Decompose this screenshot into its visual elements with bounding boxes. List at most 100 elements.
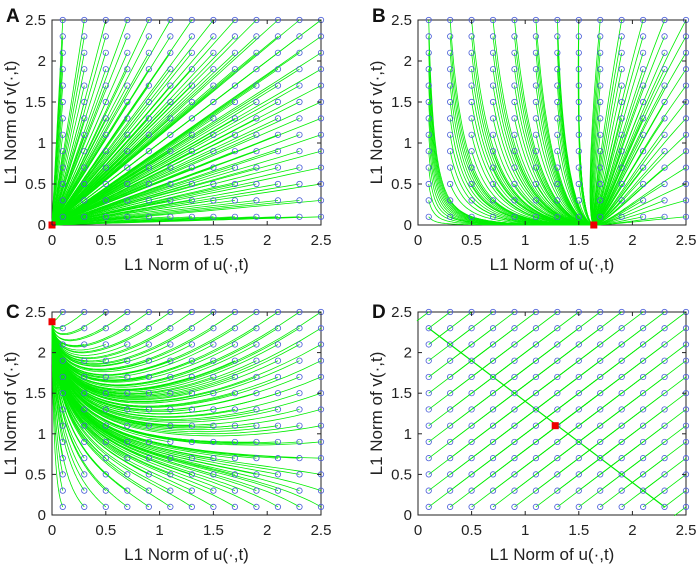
- trajectory-line: [427, 311, 451, 330]
- x-axis-label: L1 Norm of u(·,t): [124, 545, 249, 564]
- initial-condition-marker: [640, 325, 647, 332]
- initial-condition-marker: [618, 164, 625, 171]
- initial-condition-marker: [532, 148, 540, 155]
- initial-condition-marker: [468, 66, 475, 73]
- initial-condition-marker: [317, 82, 325, 89]
- initial-condition-marker: [511, 197, 518, 204]
- initial-condition-marker: [296, 98, 303, 106]
- trajectory-line: [51, 321, 171, 367]
- initial-condition-marker: [274, 308, 282, 316]
- trajectory-line: [652, 474, 687, 500]
- initial-condition-marker: [511, 66, 518, 73]
- initial-condition-marker: [253, 325, 260, 332]
- initial-condition-marker: [274, 16, 282, 24]
- initial-condition-marker: [661, 390, 668, 397]
- initial-condition-marker: [425, 406, 432, 413]
- initial-condition-marker: [124, 438, 131, 446]
- y-tick-label: 2.5: [391, 304, 412, 321]
- initial-condition-marker: [511, 82, 518, 89]
- initial-condition-marker: [210, 406, 217, 413]
- initial-condition-marker: [640, 16, 647, 24]
- initial-condition-marker: [188, 308, 195, 316]
- y-tick-label: 0.5: [391, 176, 412, 193]
- trajectory-line: [51, 311, 85, 328]
- initial-condition-marker: [618, 115, 625, 122]
- initial-condition-marker: [468, 197, 475, 204]
- initial-condition-marker: [210, 180, 217, 188]
- initial-condition-marker: [554, 115, 561, 122]
- initial-condition-marker: [447, 438, 454, 446]
- initial-condition-marker: [661, 164, 668, 171]
- initial-condition-marker: [124, 49, 131, 56]
- initial-condition-marker: [640, 373, 647, 381]
- trajectories: [416, 311, 687, 517]
- initial-condition-marker: [102, 148, 109, 155]
- initial-condition-marker: [554, 487, 561, 494]
- initial-condition-marker: [81, 487, 88, 494]
- y-tick-label: 0: [404, 507, 412, 524]
- initial-condition-marker: [511, 213, 518, 220]
- initial-condition-marker: [274, 406, 282, 413]
- initial-condition-marker: [102, 115, 109, 122]
- initial-condition-marker: [597, 197, 604, 204]
- initial-condition-marker: [447, 341, 454, 348]
- initial-condition-marker: [124, 487, 131, 494]
- initial-condition-marker: [210, 49, 217, 56]
- initial-condition-marker: [489, 406, 497, 413]
- initial-condition-marker: [210, 373, 217, 381]
- y-axis-label: L1 Norm of v(·,t): [367, 61, 386, 185]
- initial-condition-marker: [575, 148, 582, 155]
- initial-condition-marker: [447, 66, 454, 73]
- initial-condition-marker: [511, 131, 518, 138]
- initial-condition-marker: [447, 503, 454, 510]
- initial-condition-marker: [167, 308, 174, 316]
- trajectory-line: [577, 360, 687, 444]
- trajectory-line: [449, 353, 461, 362]
- initial-condition-marker: [575, 33, 582, 40]
- initial-condition-marker: [231, 390, 239, 397]
- x-tick-label: 2: [263, 522, 271, 539]
- initial-condition-marker: [511, 164, 518, 171]
- initial-condition-marker: [618, 438, 625, 446]
- initial-condition-marker: [188, 213, 195, 220]
- initial-condition-marker: [102, 390, 109, 397]
- initial-condition-marker: [618, 213, 625, 220]
- initial-condition-marker: [167, 82, 174, 89]
- initial-condition-marker: [145, 16, 152, 24]
- initial-condition-marker: [59, 438, 66, 446]
- initial-condition-marker: [532, 115, 540, 122]
- trajectory-line: [416, 311, 429, 322]
- initial-condition-marker: [640, 180, 647, 188]
- initial-condition-marker: [468, 131, 475, 138]
- initial-condition-marker: [532, 406, 540, 413]
- initial-condition-marker: [425, 503, 432, 510]
- initial-condition-marker: [554, 503, 561, 510]
- initial-condition-marker: [489, 213, 497, 220]
- trajectory-line: [471, 377, 493, 394]
- initial-condition-marker: [447, 16, 454, 24]
- initial-condition-marker: [296, 503, 303, 510]
- initial-condition-marker: [102, 66, 109, 73]
- initial-condition-marker: [425, 422, 432, 429]
- initial-condition-marker: [124, 82, 131, 89]
- trajectory-line: [492, 393, 514, 410]
- initial-condition-marker: [167, 213, 174, 220]
- trajectory-line: [598, 392, 687, 460]
- initial-condition-marker: [682, 82, 690, 89]
- initial-condition-marker: [640, 148, 647, 155]
- trajectory-line: [459, 311, 515, 354]
- initial-condition-marker: [425, 49, 432, 56]
- initial-condition-marker: [425, 438, 432, 446]
- initial-condition-marker: [682, 406, 690, 413]
- initial-condition-marker: [468, 148, 475, 155]
- initial-condition-marker: [468, 341, 475, 348]
- initial-condition-marker: [640, 308, 647, 316]
- initial-condition-marker: [188, 487, 195, 494]
- initial-condition-marker: [274, 82, 282, 89]
- initial-condition-marker: [188, 164, 195, 171]
- initial-condition-marker: [511, 503, 518, 510]
- initial-condition-marker: [145, 115, 152, 122]
- initial-condition-marker: [188, 180, 195, 188]
- initial-condition-marker: [532, 341, 540, 348]
- initial-condition-marker: [124, 341, 131, 348]
